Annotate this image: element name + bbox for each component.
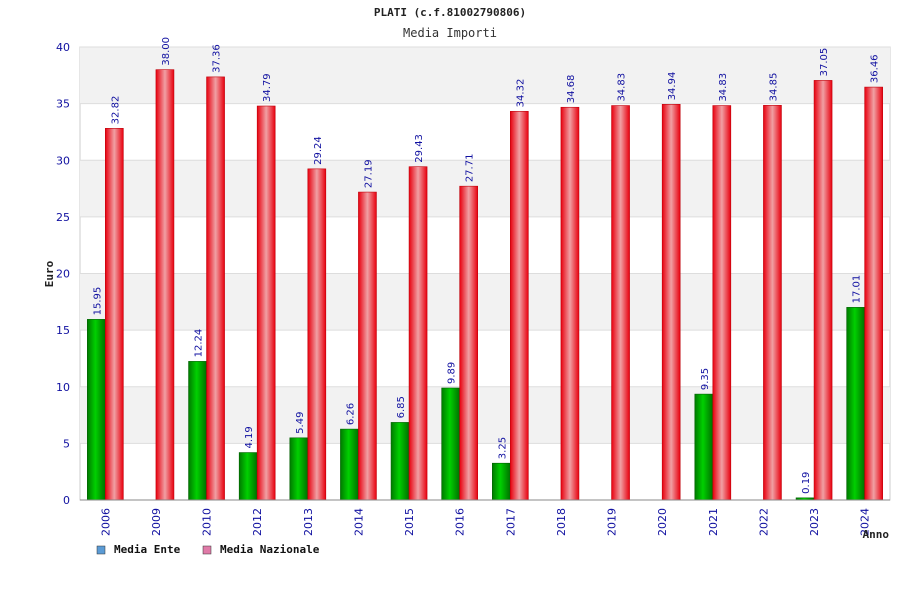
x-tick-label: 2009 (150, 508, 163, 536)
bar-media-ente-2014 (340, 428, 359, 501)
bar-media-ente-2021 (694, 393, 714, 501)
data-label: 37.36 (212, 44, 223, 73)
y-axis-title: Euro (43, 260, 56, 287)
bar-media-nazionale-2018 (560, 106, 580, 501)
x-tick-label: 2010 (201, 508, 214, 536)
bar-media-ente-2015 (390, 422, 410, 501)
data-label: 29.24 (313, 136, 324, 165)
bar-media-nazionale-2016 (459, 185, 478, 501)
data-label: 9.35 (700, 368, 711, 390)
bar-media-ente-2017 (492, 462, 511, 501)
x-tick-label: 2015 (403, 508, 416, 536)
x-tick-label: 2022 (757, 508, 770, 536)
bar-media-nazionale-2019 (611, 105, 630, 501)
x-tick-label: 2024 (859, 508, 872, 536)
x-tick-label: 2018 (555, 508, 568, 536)
data-label: 36.46 (870, 54, 881, 83)
bar-media-nazionale-2006 (105, 128, 124, 501)
data-label: 6.26 (345, 403, 356, 425)
y-tick-labels: 0 5 10 15 20 25 30 35 40 (56, 41, 70, 507)
bar-media-nazionale-2010 (206, 76, 225, 501)
data-label: 34.79 (262, 73, 273, 102)
bar-media-ente-2013 (289, 437, 309, 501)
y-tick-label: 25 (56, 211, 70, 224)
bar-media-nazionale-2022 (763, 105, 782, 501)
data-label: 5.49 (295, 412, 306, 434)
data-label: 3.25 (497, 437, 508, 459)
data-label: 37.05 (819, 48, 830, 77)
x-tick-label: 2017 (504, 508, 517, 536)
legend-swatch-media-ente (96, 545, 106, 555)
data-label: 34.83 (718, 73, 729, 102)
data-label: 32.82 (110, 96, 121, 125)
x-tick-labels: 2006 2009 2010 2012 2013 2014 2015 2016 2017 2018… (99, 508, 871, 536)
bar-media-ente-2016 (441, 387, 460, 501)
y-tick-label: 20 (56, 268, 70, 281)
x-tick-label: 2020 (656, 508, 669, 536)
bar-media-ente-2010 (188, 361, 207, 501)
data-label: 34.85 (768, 73, 779, 102)
bar-media-nazionale-2015 (408, 166, 428, 501)
bar-media-nazionale-2014 (358, 191, 377, 501)
bar-media-ente-2012 (238, 452, 258, 501)
legend-label-media-ente: Media Ente (114, 543, 181, 556)
data-label: 27.71 (465, 154, 476, 183)
bar-media-nazionale-2017 (510, 111, 529, 501)
data-label: 6.85 (396, 396, 407, 418)
legend-item-media-nazionale: Media Nazionale (202, 543, 320, 556)
data-label: 34.83 (617, 73, 628, 102)
data-label: 27.19 (363, 159, 374, 188)
data-label: 9.89 (447, 362, 458, 384)
x-tick-label: 2014 (352, 508, 365, 536)
data-label: 17.01 (852, 275, 863, 304)
x-tick-label: 2023 (808, 508, 821, 536)
y-tick-label: 15 (56, 324, 70, 337)
data-label: 0.19 (801, 472, 812, 494)
x-tick-label: 2019 (606, 508, 619, 536)
data-label: 38.00 (161, 37, 172, 66)
x-tick-label: 2016 (454, 508, 467, 536)
data-label: 34.94 (667, 72, 678, 101)
x-tick-label: 2013 (302, 508, 315, 536)
bar-media-nazionale-2009 (155, 69, 175, 501)
data-label: 34.32 (515, 79, 526, 108)
bar-media-nazionale-2023 (813, 80, 833, 501)
legend: Media Ente Media Nazionale (96, 543, 320, 556)
legend-label-media-nazionale: Media Nazionale (220, 543, 320, 556)
bars (87, 69, 883, 501)
y-tick-label: 5 (63, 437, 70, 450)
value-labels: 15.95 32.82 38.00 12.24 37.36 4.19 34.79 5.49 29… (92, 37, 880, 494)
legend-item-media-ente: Media Ente (96, 543, 181, 556)
y-tick-label: 0 (63, 494, 70, 507)
chart-subtitle: Media Importi (403, 26, 497, 40)
bar-media-nazionale-2020 (661, 104, 681, 501)
data-label: 15.95 (92, 287, 103, 316)
bar-media-nazionale-2024 (864, 86, 883, 501)
bar-media-ente-2006 (87, 319, 106, 501)
y-tick-label: 10 (56, 381, 70, 394)
x-tick-label: 2021 (707, 508, 720, 536)
y-tick-label: 35 (56, 98, 70, 111)
data-label: 29.43 (414, 134, 425, 163)
data-label: 4.19 (244, 426, 255, 448)
chart-title: PLATI (c.f.81002790806) (374, 6, 526, 19)
data-label: 12.24 (194, 329, 205, 358)
legend-swatch-media-nazionale (202, 545, 212, 555)
y-tick-label: 30 (56, 154, 70, 167)
x-tick-label: 2012 (251, 508, 264, 536)
bar-media-nazionale-2012 (256, 105, 276, 501)
data-label: 34.68 (566, 75, 577, 104)
x-axis-title: Anno (863, 528, 890, 541)
bar-media-nazionale-2013 (307, 168, 327, 501)
bar-media-nazionale-2021 (712, 105, 732, 501)
bar-media-ente-2024 (846, 307, 865, 501)
x-tick-label: 2006 (99, 508, 112, 536)
y-tick-label: 40 (56, 41, 70, 54)
